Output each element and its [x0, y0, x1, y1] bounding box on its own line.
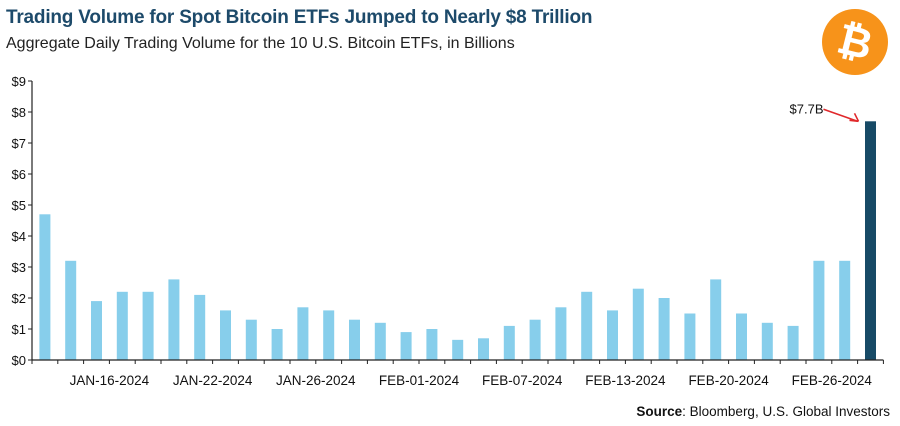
bar [658, 298, 670, 360]
bitcoin-logo-icon: ₿ [822, 9, 888, 75]
x-tick-label: FEB-20-2024 [688, 373, 769, 388]
chart-title: Trading Volume for Spot Bitcoin ETFs Jum… [6, 7, 593, 28]
bar [91, 301, 102, 360]
y-tick-label: $1 [12, 322, 26, 337]
bar [581, 291, 593, 360]
bar [736, 313, 747, 360]
bar [452, 339, 464, 360]
bar [787, 325, 799, 360]
bar [39, 214, 51, 360]
bar [245, 319, 257, 360]
bar [142, 291, 154, 360]
bar-chart: $0 $1 $2 $3 $4 $5 $6 $7 $8 $9 JAN-16-2024 JAN-22-20… [12, 74, 884, 388]
bitcoin-logo-circle [822, 9, 888, 75]
bar [555, 307, 567, 360]
source-note: Source: Bloomberg, U.S. Global Investors [636, 404, 890, 419]
x-tick-label: JAN-16-2024 [70, 373, 150, 388]
bar [761, 322, 773, 360]
annotation-arrow [823, 108, 858, 123]
x-tick-label: FEB-13-2024 [585, 373, 666, 388]
chart-subtitle: Aggregate Daily Trading Volume for the 1… [6, 35, 515, 52]
bar [839, 260, 851, 360]
y-tick-label: $2 [12, 291, 26, 306]
bar [710, 279, 722, 360]
annotation-arrowhead [849, 112, 860, 123]
bar [323, 310, 335, 360]
bar [813, 260, 825, 360]
bar [65, 260, 77, 360]
y-tick-label: $0 [12, 353, 26, 368]
y-tick-label: $8 [12, 105, 26, 120]
bar [503, 325, 515, 360]
y-tick-label: $7 [12, 136, 26, 151]
y-tick-label: $4 [12, 229, 26, 244]
bar [374, 322, 386, 360]
bar [220, 310, 231, 360]
x-tick-label: FEB-01-2024 [379, 373, 460, 388]
bar [426, 329, 438, 360]
bar [607, 310, 618, 360]
y-tick-label: $5 [12, 198, 26, 213]
bar [684, 313, 696, 360]
bar [271, 329, 283, 360]
bar [400, 332, 412, 360]
x-tick-label: JAN-26-2024 [276, 373, 356, 388]
annotation-label: $7.7B [790, 101, 824, 116]
source-text: : Bloomberg, U.S. Global Investors [682, 404, 890, 419]
x-tick-label: JAN-22-2024 [173, 373, 253, 388]
bar [194, 294, 206, 360]
bar [168, 279, 180, 360]
y-tick-label: $6 [12, 167, 26, 182]
x-tick-label: FEB-07-2024 [482, 373, 563, 388]
x-tick-label: FEB-26-2024 [792, 373, 873, 388]
bar [478, 338, 489, 360]
bar [349, 319, 360, 360]
bar [632, 288, 644, 360]
bar-highlight [865, 121, 876, 360]
bar [297, 307, 309, 360]
y-tick-label: $3 [12, 260, 26, 275]
source-label: Source [636, 404, 683, 419]
bar [529, 319, 541, 360]
y-tick-label: $9 [12, 74, 26, 89]
bar [116, 291, 128, 360]
